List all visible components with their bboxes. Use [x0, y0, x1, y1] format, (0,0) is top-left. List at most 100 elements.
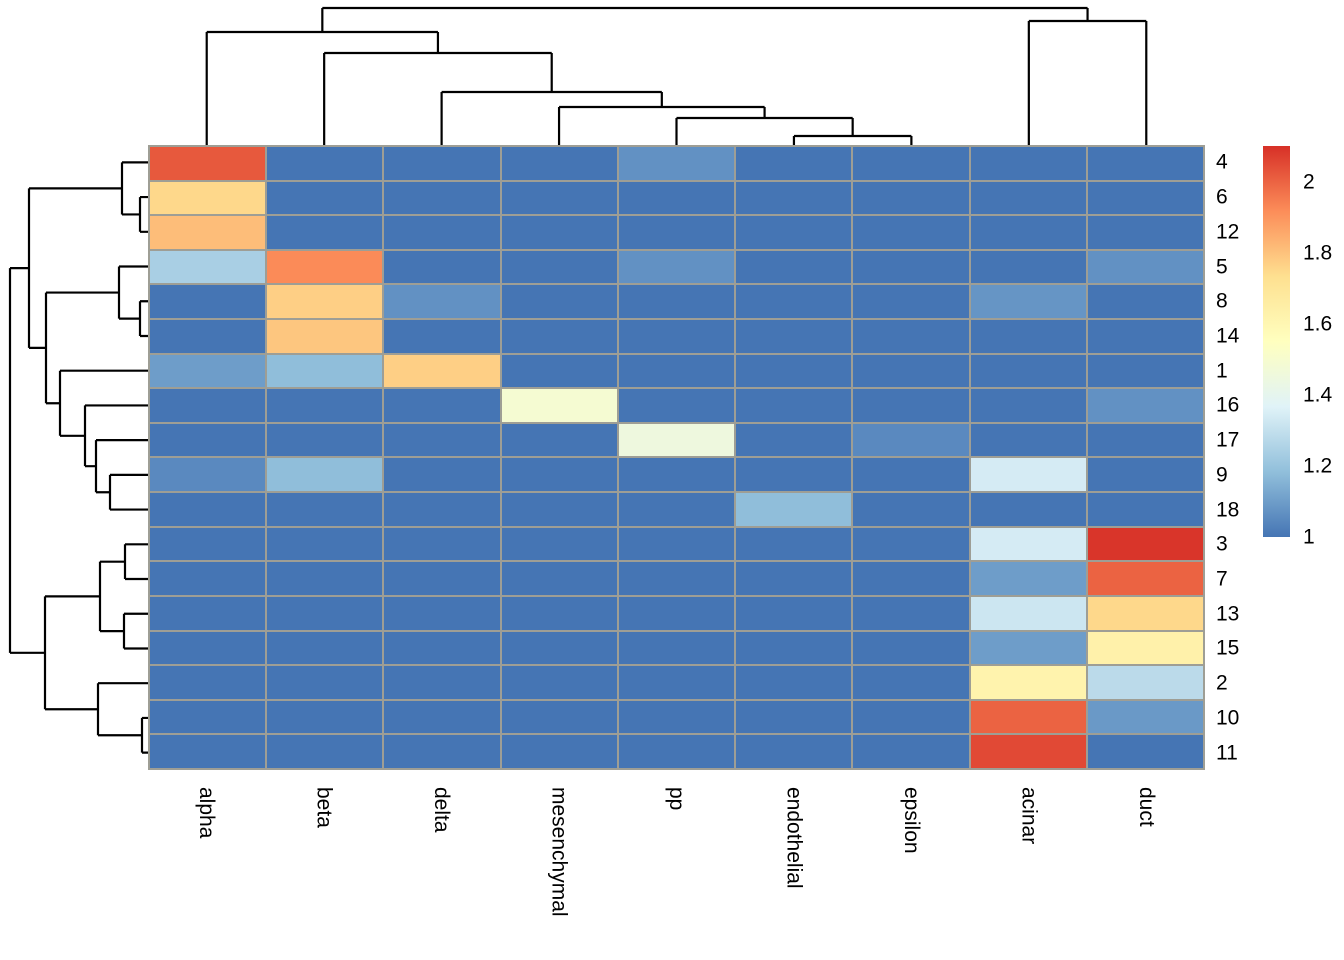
heatmap-cell [150, 354, 266, 388]
heatmap-cell [736, 458, 852, 492]
row-label: 18 [1216, 498, 1240, 522]
heatmap-cell [970, 493, 1086, 526]
heatmap-cell [970, 147, 1086, 180]
heatmap-cell [150, 666, 266, 699]
heatmap-cell [150, 700, 266, 734]
heatmap-cell [853, 216, 969, 249]
heatmap-cell [501, 700, 617, 734]
heatmap-cell [150, 389, 266, 422]
heatmap-cell [267, 216, 383, 249]
heatmap-cell [970, 216, 1086, 249]
heatmap-cell [970, 285, 1086, 319]
colorbar-tick-label: 1.6 [1303, 312, 1333, 336]
colorbar [1263, 146, 1290, 537]
heatmap-cell [853, 735, 969, 768]
heatmap-cell [150, 527, 266, 561]
heatmap-cell [736, 596, 852, 630]
heatmap-cell [267, 562, 383, 595]
heatmap-cell [970, 596, 1086, 630]
heatmap-cell [618, 735, 735, 768]
heatmap-cell [150, 285, 266, 319]
heatmap-cell [267, 458, 383, 492]
heatmap-cell [1087, 285, 1203, 319]
heatmap-cell [853, 527, 969, 561]
heatmap-cell [267, 389, 383, 422]
heatmap-cell [501, 250, 617, 284]
heatmap-cell [384, 320, 500, 353]
row-label: 16 [1216, 393, 1240, 417]
heatmap-cell [384, 631, 500, 665]
heatmap-cell [384, 423, 500, 457]
heatmap-cell [1087, 147, 1203, 180]
heatmap-cell [1087, 389, 1203, 422]
heatmap-cell [384, 493, 500, 526]
heatmap-cell [736, 216, 852, 249]
heatmap-cell [1087, 735, 1203, 768]
heatmap-cell [736, 389, 852, 422]
heatmap-cell [736, 666, 852, 699]
heatmap-cell [736, 423, 852, 457]
heatmap-cell [618, 320, 735, 353]
row-label: 11 [1216, 741, 1238, 765]
colorbar-tick-label: 1.8 [1303, 241, 1333, 265]
heatmap-cell [150, 562, 266, 595]
heatmap-cell [853, 389, 969, 422]
heatmap-cell [736, 285, 852, 319]
heatmap-cell [501, 562, 617, 595]
heatmap-cell [736, 147, 852, 180]
heatmap-cell [853, 631, 969, 665]
heatmap-cell [853, 458, 969, 492]
heatmap-cell [618, 666, 735, 699]
heatmap-cell [970, 458, 1086, 492]
heatmap-cell [501, 389, 617, 422]
heatmap-cell [618, 596, 735, 630]
heatmap-cell [1087, 631, 1203, 665]
heatmap-cell [970, 735, 1086, 768]
heatmap-cell [267, 735, 383, 768]
heatmap-cell [736, 320, 852, 353]
heatmap-cell [1087, 423, 1203, 457]
heatmap-cell [150, 181, 266, 215]
heatmap-cell [501, 493, 617, 526]
heatmap-cell [618, 458, 735, 492]
heatmap-cell [501, 527, 617, 561]
heatmap-cell [970, 631, 1086, 665]
heatmap-cell [501, 735, 617, 768]
col-label: epsilon [899, 787, 923, 854]
heatmap-cell [501, 216, 617, 249]
heatmap-cell [267, 181, 383, 215]
col-label: beta [312, 787, 336, 828]
heatmap-cell [1087, 527, 1203, 561]
heatmap-cell [736, 181, 852, 215]
heatmap-cell [150, 596, 266, 630]
heatmap-cell [267, 631, 383, 665]
heatmap-cell [970, 700, 1086, 734]
heatmap-cell [1087, 458, 1203, 492]
heatmap-cell [267, 423, 383, 457]
row-label: 6 [1216, 185, 1228, 209]
heatmap-cell [1087, 562, 1203, 595]
heatmap-cell [853, 596, 969, 630]
heatmap-cell [150, 250, 266, 284]
heatmap-cell [384, 458, 500, 492]
heatmap-cell [384, 527, 500, 561]
heatmap-cell [1087, 320, 1203, 353]
heatmap-cell [267, 320, 383, 353]
row-dendrogram [8, 161, 148, 754]
heatmap-cell [736, 735, 852, 768]
heatmap-cell [384, 389, 500, 422]
heatmap-cell [736, 631, 852, 665]
heatmap-cell [853, 147, 969, 180]
heatmap-cell [150, 735, 266, 768]
heatmap-cell [501, 285, 617, 319]
heatmap-cell [618, 423, 735, 457]
row-label: 5 [1216, 255, 1228, 279]
heatmap-cell [618, 285, 735, 319]
heatmap-cell [384, 700, 500, 734]
heatmap-cell [618, 389, 735, 422]
colorbar-tick-label: 1.4 [1303, 383, 1333, 407]
heatmap-cell [618, 354, 735, 388]
heatmap-cell [853, 181, 969, 215]
heatmap-cell [736, 527, 852, 561]
